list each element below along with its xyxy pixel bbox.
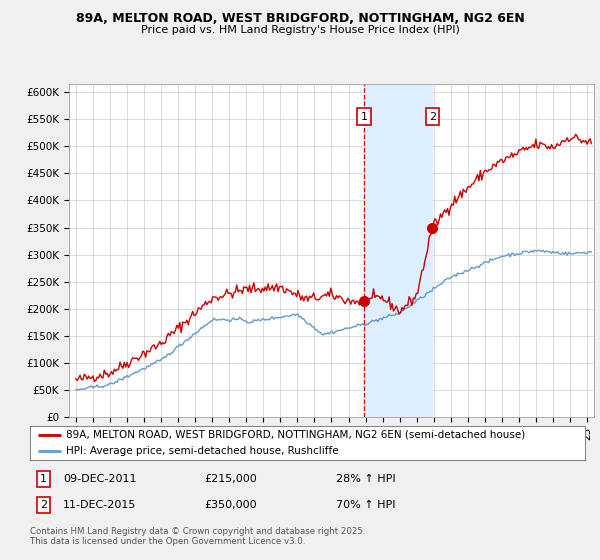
Text: HPI: Average price, semi-detached house, Rushcliffe: HPI: Average price, semi-detached house,… [66, 446, 338, 456]
Text: £350,000: £350,000 [204, 500, 257, 510]
Text: 70% ↑ HPI: 70% ↑ HPI [336, 500, 395, 510]
Text: 1: 1 [361, 111, 368, 122]
Text: 2: 2 [429, 111, 436, 122]
Text: 09-DEC-2011: 09-DEC-2011 [63, 474, 137, 484]
Bar [364, 84, 433, 417]
Text: 2: 2 [40, 500, 47, 510]
Text: 11-DEC-2015: 11-DEC-2015 [63, 500, 136, 510]
Text: 1: 1 [40, 474, 47, 484]
Text: Price paid vs. HM Land Registry's House Price Index (HPI): Price paid vs. HM Land Registry's House … [140, 25, 460, 35]
Text: £215,000: £215,000 [204, 474, 257, 484]
Text: 89A, MELTON ROAD, WEST BRIDGFORD, NOTTINGHAM, NG2 6EN: 89A, MELTON ROAD, WEST BRIDGFORD, NOTTIN… [76, 12, 524, 25]
Text: Contains HM Land Registry data © Crown copyright and database right 2025.
This d: Contains HM Land Registry data © Crown c… [30, 527, 365, 546]
Text: 89A, MELTON ROAD, WEST BRIDGFORD, NOTTINGHAM, NG2 6EN (semi-detached house): 89A, MELTON ROAD, WEST BRIDGFORD, NOTTIN… [66, 430, 526, 440]
Text: 28% ↑ HPI: 28% ↑ HPI [336, 474, 395, 484]
